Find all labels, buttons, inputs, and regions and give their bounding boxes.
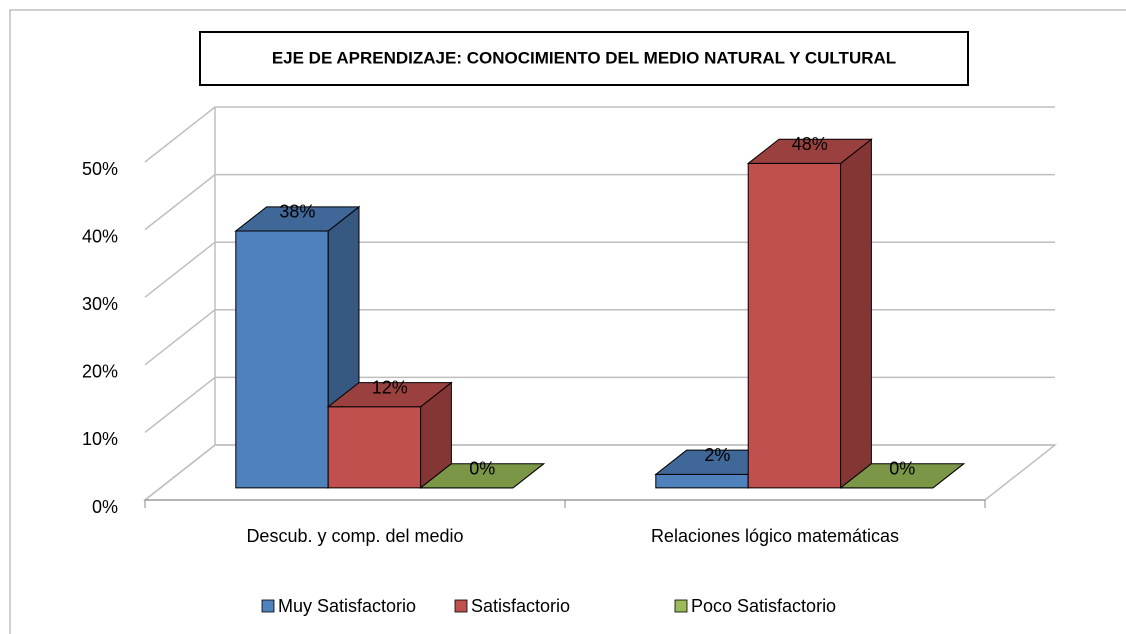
bar-top bbox=[839, 463, 966, 489]
legend-label: Poco Satisfactorio bbox=[691, 596, 836, 616]
y-tick-label: 0% bbox=[92, 497, 118, 517]
bar-side bbox=[840, 138, 872, 489]
value-label: 12% bbox=[372, 377, 408, 397]
y-tick-label: 20% bbox=[82, 362, 118, 382]
legend-swatch bbox=[674, 599, 688, 613]
bar-top bbox=[234, 206, 361, 232]
bar-top bbox=[419, 463, 546, 489]
bar-top bbox=[746, 138, 873, 164]
value-label: 2% bbox=[704, 445, 730, 465]
bar-front bbox=[235, 230, 329, 489]
bar-top bbox=[326, 382, 453, 408]
y-tick-label: 10% bbox=[82, 429, 118, 449]
y-tick-label: 40% bbox=[82, 226, 118, 246]
chart-border bbox=[9, 9, 1126, 634]
value-label: 0% bbox=[889, 459, 915, 479]
legend-swatch bbox=[454, 599, 468, 613]
bar-front bbox=[747, 162, 842, 489]
x-tick-label: Descub. y comp. del medio bbox=[246, 526, 463, 546]
y-tick-label: 50% bbox=[82, 159, 118, 179]
legend-label: Satisfactorio bbox=[471, 596, 570, 616]
legend-swatch bbox=[261, 599, 275, 613]
value-label: 48% bbox=[792, 134, 828, 154]
y-tick-label: 30% bbox=[82, 294, 118, 314]
value-label: 38% bbox=[279, 202, 315, 222]
bar-front bbox=[655, 473, 749, 489]
chart-title: EJE DE APRENDIZAJE: CONOCIMIENTO DEL MED… bbox=[272, 48, 896, 67]
value-label: 0% bbox=[469, 459, 495, 479]
legend-label: Muy Satisfactorio bbox=[278, 596, 416, 616]
title-box bbox=[199, 31, 969, 86]
bar-front bbox=[327, 406, 422, 489]
x-tick-label: Relaciones lógico matemáticas bbox=[651, 526, 899, 546]
